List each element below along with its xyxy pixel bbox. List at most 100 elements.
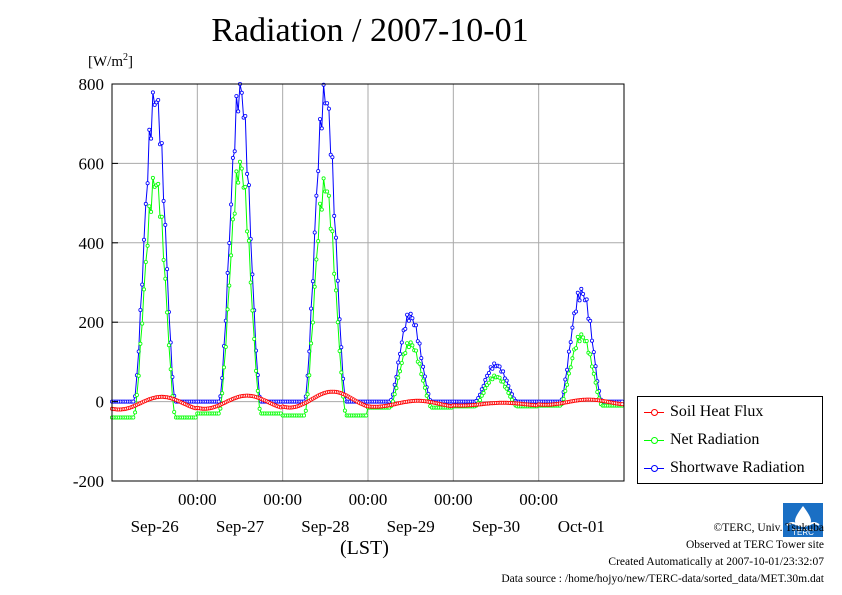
data-point [317, 117, 322, 122]
data-point [575, 334, 580, 339]
data-point [321, 176, 326, 181]
data-point [421, 364, 426, 369]
data-point [140, 321, 145, 326]
data-point [138, 307, 143, 312]
data-point [156, 181, 161, 186]
data-point [317, 201, 322, 206]
data-point [145, 181, 150, 186]
x-time-tick-label: 00:00 [434, 490, 473, 509]
data-point [417, 361, 422, 366]
data-point [301, 413, 306, 418]
data-point [593, 364, 598, 369]
data-point [319, 207, 324, 212]
data-point [239, 166, 244, 171]
data-point [403, 326, 408, 331]
data-point [565, 367, 570, 372]
data-point [243, 114, 248, 119]
data-point [392, 392, 397, 397]
data-point [330, 155, 335, 160]
data-point [394, 386, 399, 391]
x-time-tick-label: 00:00 [263, 490, 302, 509]
data-point [253, 368, 258, 373]
data-point [506, 383, 511, 388]
data-point [419, 372, 424, 377]
data-point [248, 280, 253, 285]
data-point [147, 127, 152, 132]
footer-copyright: ©TERC, Univ. Tsukuba [713, 522, 824, 534]
data-point [134, 392, 139, 397]
x-date-label: Sep-30 [472, 517, 520, 536]
data-point [141, 287, 146, 292]
y-tick-label: -200 [73, 472, 104, 491]
data-point [168, 367, 173, 372]
chart-title: Radiation / 2007-10-01 [211, 12, 529, 49]
data-point [325, 189, 330, 194]
legend: Soil Heat Flux Net Radiation Shortwave R… [637, 396, 823, 484]
data-point [221, 365, 226, 370]
x-time-tick-label: 00:00 [349, 490, 388, 509]
data-point [504, 386, 509, 391]
footer-observed: Observed at TERC Tower site [685, 539, 824, 551]
data-point [590, 364, 595, 369]
data-point [335, 320, 340, 325]
data-point [339, 345, 344, 350]
data-point [216, 411, 221, 416]
data-point [574, 346, 579, 351]
data-point [131, 415, 136, 420]
data-point [138, 341, 143, 346]
data-point [232, 149, 237, 154]
legend-item-soil-heat-flux: Soil Heat Flux [638, 401, 822, 425]
data-point [490, 377, 495, 382]
data-point [245, 171, 250, 176]
data-point [227, 283, 232, 288]
data-point [237, 159, 242, 164]
data-point [325, 101, 330, 106]
data-point [218, 406, 223, 411]
data-point [145, 243, 150, 248]
data-point [593, 380, 598, 385]
data-point [399, 360, 404, 365]
data-point [255, 388, 260, 393]
data-point [588, 318, 593, 323]
data-point [172, 409, 177, 414]
data-point [422, 385, 427, 390]
data-point [333, 288, 338, 293]
data-point [577, 298, 582, 303]
y-tick-label: 200 [79, 313, 105, 332]
data-point [413, 348, 418, 353]
y-tick-label: 400 [79, 234, 105, 253]
data-point [227, 241, 232, 246]
data-point [220, 391, 225, 396]
data-point [479, 387, 484, 392]
data-point [397, 369, 402, 374]
data-point [150, 90, 155, 95]
data-point [413, 323, 418, 328]
data-point [581, 335, 586, 340]
x-time-tick-label: 00:00 [519, 490, 558, 509]
data-point [165, 267, 170, 272]
grid-lines [112, 84, 624, 481]
data-point [243, 184, 248, 189]
data-point [309, 341, 314, 346]
y-unit-label: [W/m2] [88, 52, 133, 70]
data-point [563, 377, 568, 382]
data-point [330, 229, 335, 234]
data-point [236, 180, 241, 185]
legend-item-shortwave-radiation: Shortwave Radiation [638, 457, 822, 481]
data-point [316, 239, 321, 244]
legend-label: Soil Heat Flux [670, 403, 764, 420]
data-point [147, 204, 152, 209]
data-point [257, 406, 262, 411]
data-point [337, 348, 342, 353]
data-point [396, 375, 401, 380]
data-point [161, 257, 166, 262]
data-point [417, 341, 422, 346]
terc-logo: TERC [783, 503, 823, 537]
data-point [591, 350, 596, 355]
data-point [581, 291, 586, 296]
data-point [479, 393, 484, 398]
data-point [406, 345, 411, 350]
data-point [574, 309, 579, 314]
data-point [246, 238, 251, 243]
